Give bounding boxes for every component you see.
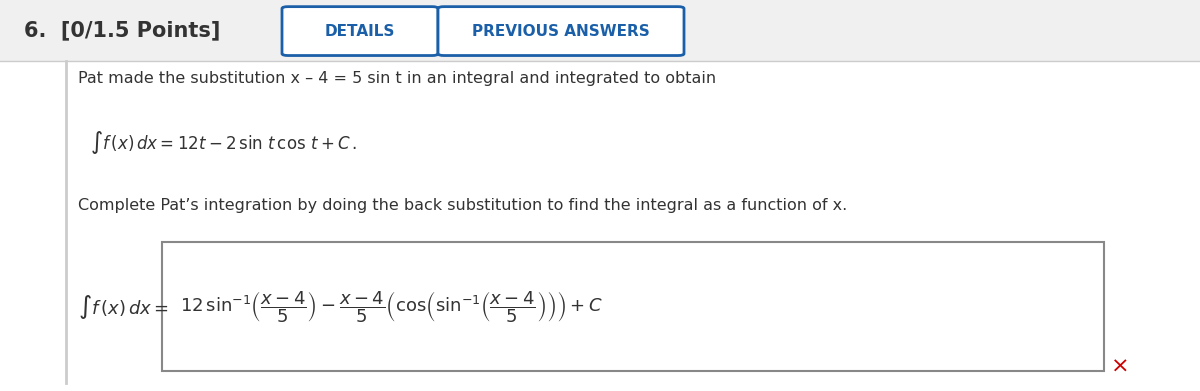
Text: DETAILS: DETAILS xyxy=(325,23,395,39)
Text: Pat made the substitution x – 4 = 5 sin t in an integral and integrated to obtai: Pat made the substitution x – 4 = 5 sin … xyxy=(78,71,716,86)
Text: $12\,\sin^{-1}\!\left(\dfrac{x-4}{5}\right) - \dfrac{x-4}{5}\left(\cos\!\left(\s: $12\,\sin^{-1}\!\left(\dfrac{x-4}{5}\rig… xyxy=(180,289,602,325)
Text: $\times$: $\times$ xyxy=(1110,355,1128,375)
Text: Complete Pat’s integration by doing the back substitution to find the integral a: Complete Pat’s integration by doing the … xyxy=(78,198,847,213)
Text: $\int f\,(x)\,dx = 12t - 2\,\sin\,t\,\cos\,t + C\,.$: $\int f\,(x)\,dx = 12t - 2\,\sin\,t\,\co… xyxy=(90,129,356,156)
Text: PREVIOUS ANSWERS: PREVIOUS ANSWERS xyxy=(472,23,650,39)
Text: $\int f\,(x)\,dx =$: $\int f\,(x)\,dx =$ xyxy=(78,293,169,321)
Text: 6.  [0/1.5 Points]: 6. [0/1.5 Points] xyxy=(24,20,221,40)
